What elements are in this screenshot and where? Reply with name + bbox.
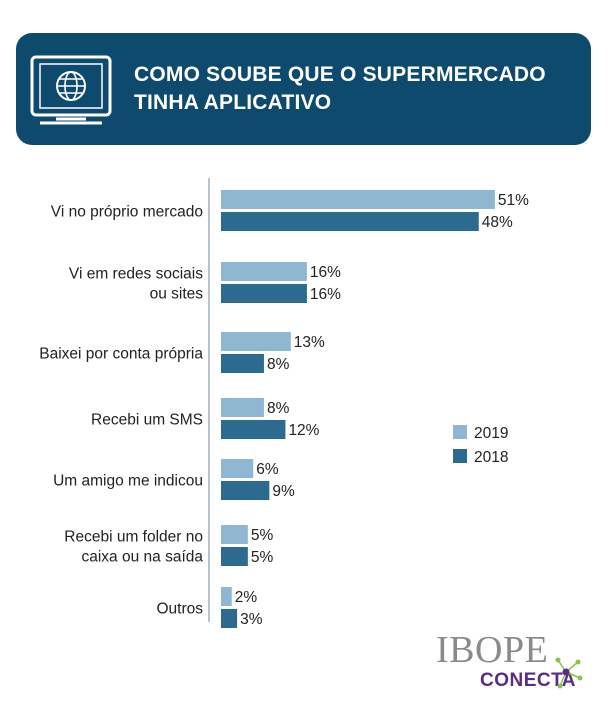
bar-2019 — [221, 525, 248, 544]
bar-2018 — [221, 609, 238, 628]
category-label: Vi em redes sociais — [69, 266, 203, 283]
bar-2019 — [221, 587, 232, 606]
data-label: 51% — [498, 192, 529, 209]
data-label: 2% — [235, 589, 258, 606]
data-label: 8% — [267, 400, 290, 417]
data-label: 3% — [240, 611, 263, 628]
category-label: Vi no próprio mercado — [51, 204, 203, 221]
monitor-globe-icon — [30, 55, 112, 125]
data-label: 16% — [310, 264, 341, 281]
bar-2018 — [221, 547, 248, 566]
chart-header: COMO SOUBE QUE O SUPERMERCADO TINHA APLI… — [16, 33, 591, 145]
legend-label: 2019 — [474, 425, 508, 442]
category-label: Recebi um SMS — [91, 412, 203, 429]
category-label: Um amigo me indicou — [53, 473, 203, 490]
data-label: 5% — [251, 549, 274, 566]
title-line-2: TINHA APLICATIVO — [134, 91, 332, 114]
bar-2019 — [221, 398, 264, 417]
data-label: 6% — [256, 461, 279, 478]
data-label: 5% — [251, 527, 274, 544]
bar-2018 — [221, 481, 270, 500]
bar-2019 — [221, 332, 291, 351]
data-label: 9% — [272, 483, 295, 500]
bar-2018 — [221, 420, 286, 439]
legend-label: 2018 — [474, 449, 508, 466]
page-title: COMO SOUBE QUE O SUPERMERCADO TINHA APLI… — [134, 61, 584, 117]
bar-2018 — [221, 212, 479, 231]
legend-swatch-2019 — [453, 425, 467, 439]
legend-swatch-2018 — [453, 449, 467, 463]
logo-brand: IBOPE — [436, 629, 549, 671]
category-label: ou sites — [150, 286, 204, 303]
title-line-1: COMO SOUBE QUE O SUPERMERCADO — [134, 63, 546, 86]
data-label: 13% — [294, 334, 325, 351]
category-label: Recebi um folder no — [64, 529, 203, 546]
data-label: 12% — [288, 422, 319, 439]
bar-2019 — [221, 459, 254, 478]
data-label: 8% — [267, 356, 290, 373]
bar-2019 — [221, 190, 495, 209]
network-sparkle-icon — [555, 657, 583, 689]
category-label: Outros — [156, 601, 203, 618]
bar-2019 — [221, 262, 307, 281]
bar-2018 — [221, 354, 264, 373]
category-label: caixa ou na saída — [81, 549, 203, 566]
data-label: 16% — [310, 286, 341, 303]
logo-sub: CONECTA — [480, 670, 577, 691]
category-label: Baixei por conta própria — [39, 346, 203, 363]
bar-2018 — [221, 284, 307, 303]
ibope-conecta-logo: IBOPE CONECTA — [436, 630, 606, 700]
data-label: 48% — [482, 214, 513, 231]
